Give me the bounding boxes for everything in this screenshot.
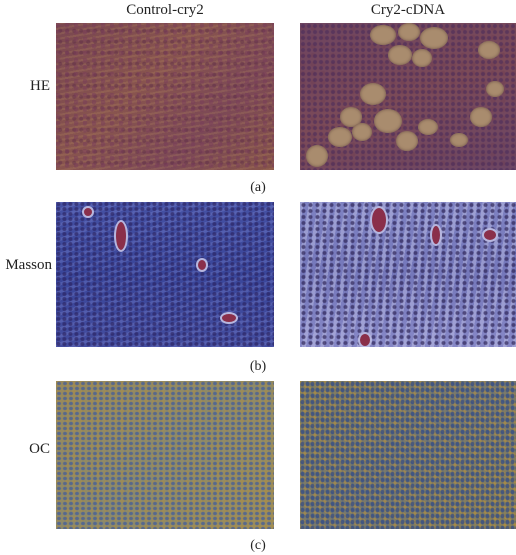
oc-control-micrograph xyxy=(56,381,274,529)
panel-label-b: (b) xyxy=(249,359,267,374)
he-cry2-cdna-micrograph xyxy=(300,23,516,170)
masson-cry2-cdna-micrograph xyxy=(300,202,516,347)
column-header-control: Control-cry2 xyxy=(126,2,204,18)
panel-label-a: (a) xyxy=(250,180,266,195)
column-header-cry2-cdna: Cry2-cDNA xyxy=(370,2,446,18)
panel-label-c: (c) xyxy=(250,538,266,553)
row-label-he: HE xyxy=(30,78,50,94)
he-control-micrograph xyxy=(56,23,274,170)
row-label-oc: OC xyxy=(29,441,50,457)
row-label-masson: Masson xyxy=(5,257,52,273)
oc-cry2-cdna-micrograph xyxy=(300,381,516,529)
masson-control-micrograph xyxy=(56,202,274,347)
